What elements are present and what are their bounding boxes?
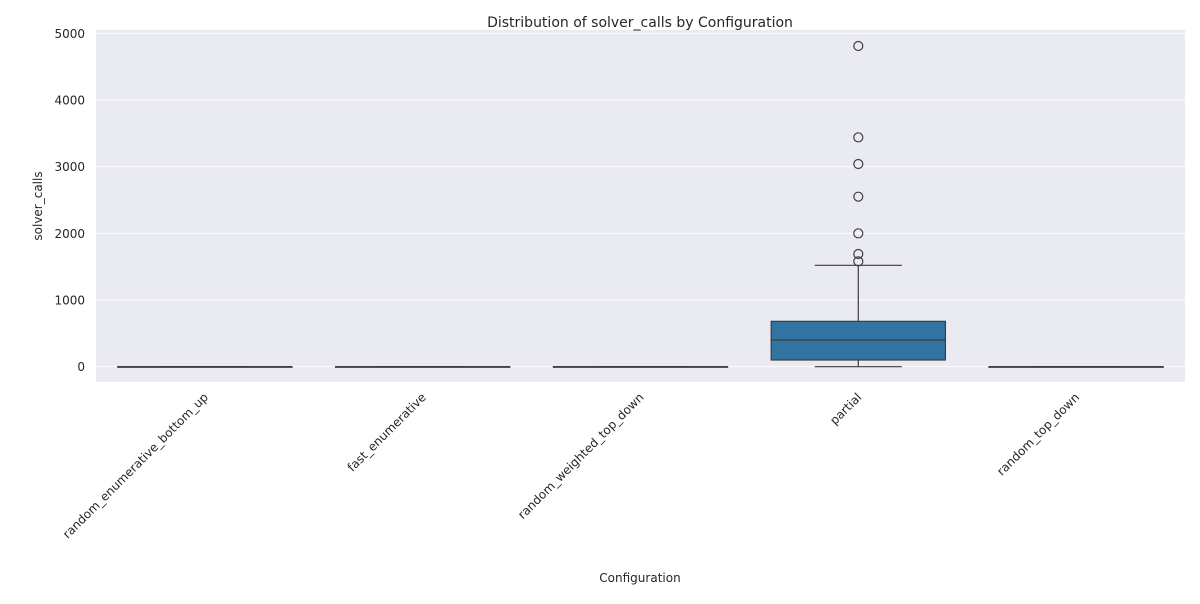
y-tick-label: 4000 xyxy=(54,94,85,108)
box-random_enumerative_bottom_up xyxy=(117,366,293,368)
chart-title: Distribution of solver_calls by Configur… xyxy=(487,15,793,31)
box-partial xyxy=(770,40,947,368)
x-tick-label: random_top_down xyxy=(994,390,1082,478)
box-series xyxy=(117,40,1164,368)
x-tick-label: random_enumerative_bottom_up xyxy=(60,390,211,541)
box-fast_enumerative xyxy=(334,366,511,368)
y-tick-label: 2000 xyxy=(54,227,85,241)
y-axis-ticks: 0 1000 2000 3000 4000 5000 xyxy=(54,27,85,374)
box-random_top_down xyxy=(988,366,1164,368)
y-tick-label: 3000 xyxy=(54,160,85,174)
x-tick-label: partial xyxy=(827,390,864,427)
y-tick-label: 1000 xyxy=(54,294,85,308)
outlier-point xyxy=(853,158,864,170)
box-iqr xyxy=(770,320,947,361)
x-tick-label: fast_enumerative xyxy=(345,390,429,474)
y-tick-label: 0 xyxy=(77,360,85,374)
plot-area-background xyxy=(96,30,1185,382)
outlier-point xyxy=(853,191,864,202)
outlier-point xyxy=(853,256,864,267)
box-random_weighted_top_down xyxy=(552,366,729,368)
outlier-point xyxy=(853,228,864,239)
y-axis-label: solver_calls xyxy=(31,171,45,240)
outlier-point xyxy=(853,40,864,52)
outlier-point xyxy=(853,248,864,260)
x-tick-label: random_weighted_top_down xyxy=(515,390,647,522)
x-axis-label: Configuration xyxy=(599,571,680,585)
y-tick-label: 5000 xyxy=(54,27,85,41)
x-axis-ticks: random_enumerative_bottom_up fast_enumera… xyxy=(60,390,1082,541)
outlier-point xyxy=(853,132,864,143)
